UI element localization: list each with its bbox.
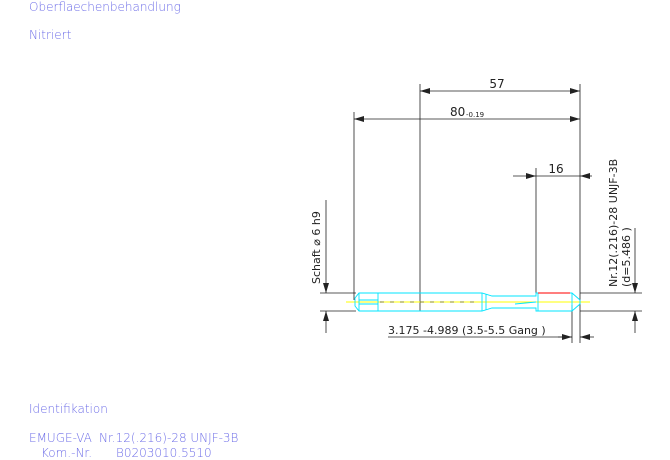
product-designation: Nr.12(.216)-28 UNJF-3B: [99, 431, 239, 445]
thread-diameter: (d=5.486 ): [620, 227, 633, 287]
commission-number: B0203010.5510: [116, 446, 212, 460]
dim-16-text: 16: [548, 162, 563, 176]
surface-treatment-label: Oberflaechenbehandlung: [29, 0, 181, 14]
dim-80-tolerance: -0.19: [466, 111, 484, 119]
thread-label: Nr.12(.216)-28 UNJF-3B: [607, 159, 620, 287]
dim-80-text: 80: [450, 105, 465, 119]
surface-treatment-value: Nitriert: [29, 28, 72, 42]
shank-label: Schaft ⌀ 6 h9: [310, 211, 323, 284]
range-label: 3.175 -4.989 (3.5-5.5 Gang ): [388, 324, 546, 337]
tap-outline: [354, 292, 581, 312]
commission-label: Kom.-Nr.: [41, 446, 93, 460]
product-name: EMUGE-VA: [29, 431, 92, 445]
identification-label: Identifikation: [29, 402, 108, 416]
dim-57-text: 57: [489, 77, 504, 91]
